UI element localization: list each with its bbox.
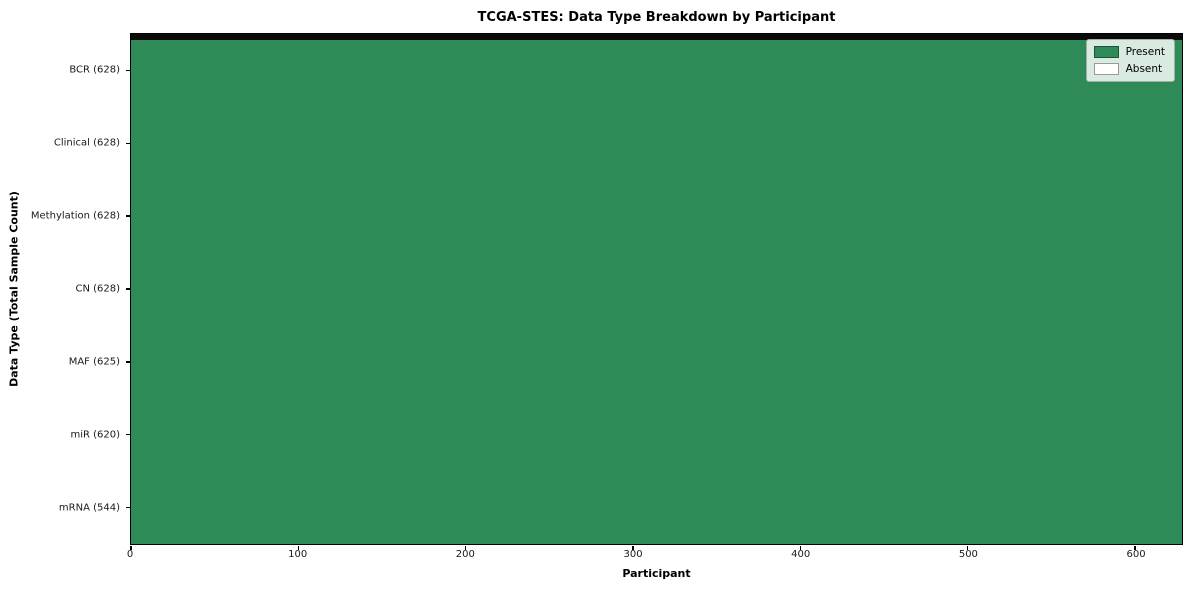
y-tick-mark (126, 142, 130, 144)
y-axis-title: Data Type (Total Sample Count) (7, 191, 21, 387)
y-axis-tick-labels: BCR (628) Clinical (628) Methylation (628)… (0, 33, 124, 545)
x-tick-label: 600 (1126, 549, 1146, 560)
x-tick-label: 400 (791, 549, 811, 560)
legend-label-present: Present (1125, 45, 1165, 58)
x-tick-mark (130, 545, 132, 550)
y-tick-label: mRNA (544) (58, 502, 120, 514)
x-axis-title: Participant (622, 567, 691, 580)
y-tick-label: MAF (625) (68, 356, 120, 368)
absent-swatch-icon (1093, 63, 1119, 75)
y-tick-mark (126, 215, 130, 217)
row-clinical (131, 35, 1182, 36)
y-tick-label: CN (628) (75, 283, 120, 295)
y-tick-mark (126, 288, 130, 290)
y-tick-mark (126, 434, 130, 436)
x-tick-label: 100 (288, 549, 308, 560)
rows-container (131, 34, 1182, 40)
chart-title: TCGA-STES: Data Type Breakdown by Partic… (477, 10, 836, 25)
x-tick-mark (799, 545, 802, 550)
y-tick-label: Clinical (628) (53, 137, 120, 149)
legend-item-absent: Absent (1093, 62, 1165, 75)
x-tick-label: 0 (126, 549, 134, 560)
legend-item-present: Present (1093, 45, 1165, 58)
y-tick-label: miR (620) (70, 429, 120, 441)
x-tick-label: 300 (623, 549, 643, 560)
legend: Present Absent (1085, 39, 1175, 82)
row-maf (131, 38, 1182, 39)
x-tick-mark (1134, 545, 1136, 550)
plot-area: Present Absent (126, 33, 1183, 550)
row-methylation (131, 36, 1182, 37)
y-tick-mark (126, 361, 130, 363)
x-axis-tick-labels: 0 100 200 300 400 500 600 (126, 549, 1183, 563)
x-tick-mark (967, 545, 969, 550)
x-tick-label: 500 (958, 549, 978, 560)
row-cn (131, 37, 1182, 38)
y-tick-mark (126, 506, 130, 509)
x-tick-label: 200 (455, 549, 475, 560)
y-tick-label: Methylation (628) (30, 210, 120, 222)
x-tick-mark (297, 545, 299, 550)
row-mir (131, 39, 1182, 40)
y-tick-label: BCR (628) (69, 64, 120, 76)
row-bcr (131, 34, 1182, 35)
y-tick-mark (126, 69, 130, 72)
legend-label-absent: Absent (1125, 62, 1163, 75)
x-tick-mark (632, 545, 634, 550)
present-swatch-icon (1093, 46, 1119, 58)
x-tick-mark (465, 545, 467, 550)
